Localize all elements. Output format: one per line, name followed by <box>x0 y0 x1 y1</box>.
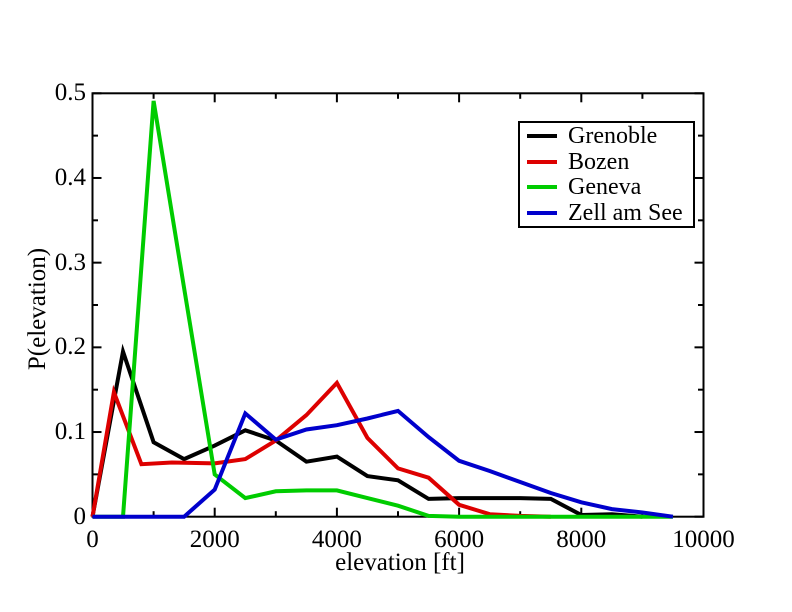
x-tick-label: 10000 <box>672 526 735 553</box>
legend-label: Bozen <box>568 148 630 175</box>
legend-line-sample <box>527 159 557 164</box>
x-tick-label: 8000 <box>556 526 607 553</box>
legend-line-sample <box>527 210 557 215</box>
legend-row: Grenoble <box>527 124 693 148</box>
y-tick-label: 0.5 <box>54 79 86 107</box>
y-tick-label: 0.1 <box>54 418 86 446</box>
y-tick-label: 0.2 <box>54 333 86 361</box>
x-tick-label: 4000 <box>311 526 362 553</box>
legend-label: Geneva <box>568 174 642 201</box>
x-axis-title: elevation [ft] <box>335 549 465 576</box>
legend-row: Geneva <box>527 175 693 199</box>
y-tick-label: 0.4 <box>54 163 86 191</box>
series-line-grenoble <box>90 343 643 519</box>
y-tick-label: 0 <box>73 502 87 530</box>
legend: Grenoble Bozen Geneva Zell am See <box>518 121 695 228</box>
legend-line-sample <box>527 134 557 139</box>
legend-row: Bozen <box>527 150 693 174</box>
x-tick-label: 2000 <box>189 526 240 553</box>
legend-row: Zell am See <box>527 201 693 225</box>
legend-line-sample <box>527 185 557 190</box>
x-tick-label: 0 <box>86 526 99 553</box>
x-tick-label: 6000 <box>434 526 485 553</box>
y-axis-title: P(elevation) <box>24 247 51 371</box>
series-line-geneva <box>92 100 673 519</box>
legend-label: Zell am See <box>568 199 683 226</box>
series-line-zell-am-see <box>92 408 674 519</box>
y-tick-label: 0.3 <box>54 248 86 276</box>
legend-label: Grenoble <box>568 123 658 150</box>
series-line-bozen <box>90 379 551 519</box>
